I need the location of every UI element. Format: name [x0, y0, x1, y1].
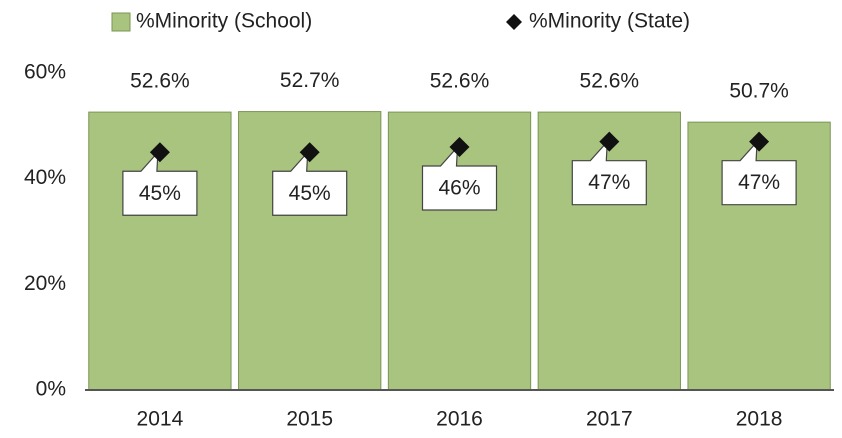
legend-label: %Minority (School)	[136, 10, 312, 33]
bar-value-label: 52.7%	[280, 69, 340, 92]
marker	[599, 131, 620, 152]
callout-box	[721, 140, 797, 206]
callout-box	[571, 140, 647, 206]
callout-box	[421, 145, 498, 211]
marker-value-label: 45%	[289, 182, 331, 205]
bar-value-label: 52.6%	[430, 70, 490, 93]
marker	[149, 142, 170, 163]
y-tick-label: 60%	[24, 61, 66, 84]
legend-swatch	[506, 14, 522, 30]
x-tick-label: 2014	[137, 408, 184, 431]
marker	[449, 136, 470, 157]
callout-box	[122, 150, 198, 216]
bar-value-label: 52.6%	[130, 70, 190, 93]
callout-box	[272, 150, 348, 216]
legend-swatch	[111, 12, 131, 32]
y-tick-label: 0%	[36, 378, 66, 401]
marker	[749, 131, 770, 152]
bar-value-label: 50.7%	[729, 80, 789, 103]
x-tick-label: 2015	[286, 408, 333, 431]
marker-value-label: 46%	[438, 177, 480, 200]
bar-value-label: 52.6%	[580, 70, 640, 93]
marker-value-label: 47%	[588, 171, 630, 194]
x-tick-label: 2017	[586, 408, 633, 431]
y-tick-label: 40%	[24, 166, 66, 189]
y-tick-label: 20%	[24, 272, 66, 295]
bar	[387, 111, 532, 391]
x-tick-label: 2018	[736, 408, 783, 431]
legend-label: %Minority (State)	[529, 10, 690, 33]
marker-value-label: 45%	[139, 182, 181, 205]
bar	[537, 111, 681, 391]
x-tick-label: 2016	[436, 408, 483, 431]
marker-value-label: 47%	[738, 171, 780, 194]
marker	[299, 142, 320, 163]
